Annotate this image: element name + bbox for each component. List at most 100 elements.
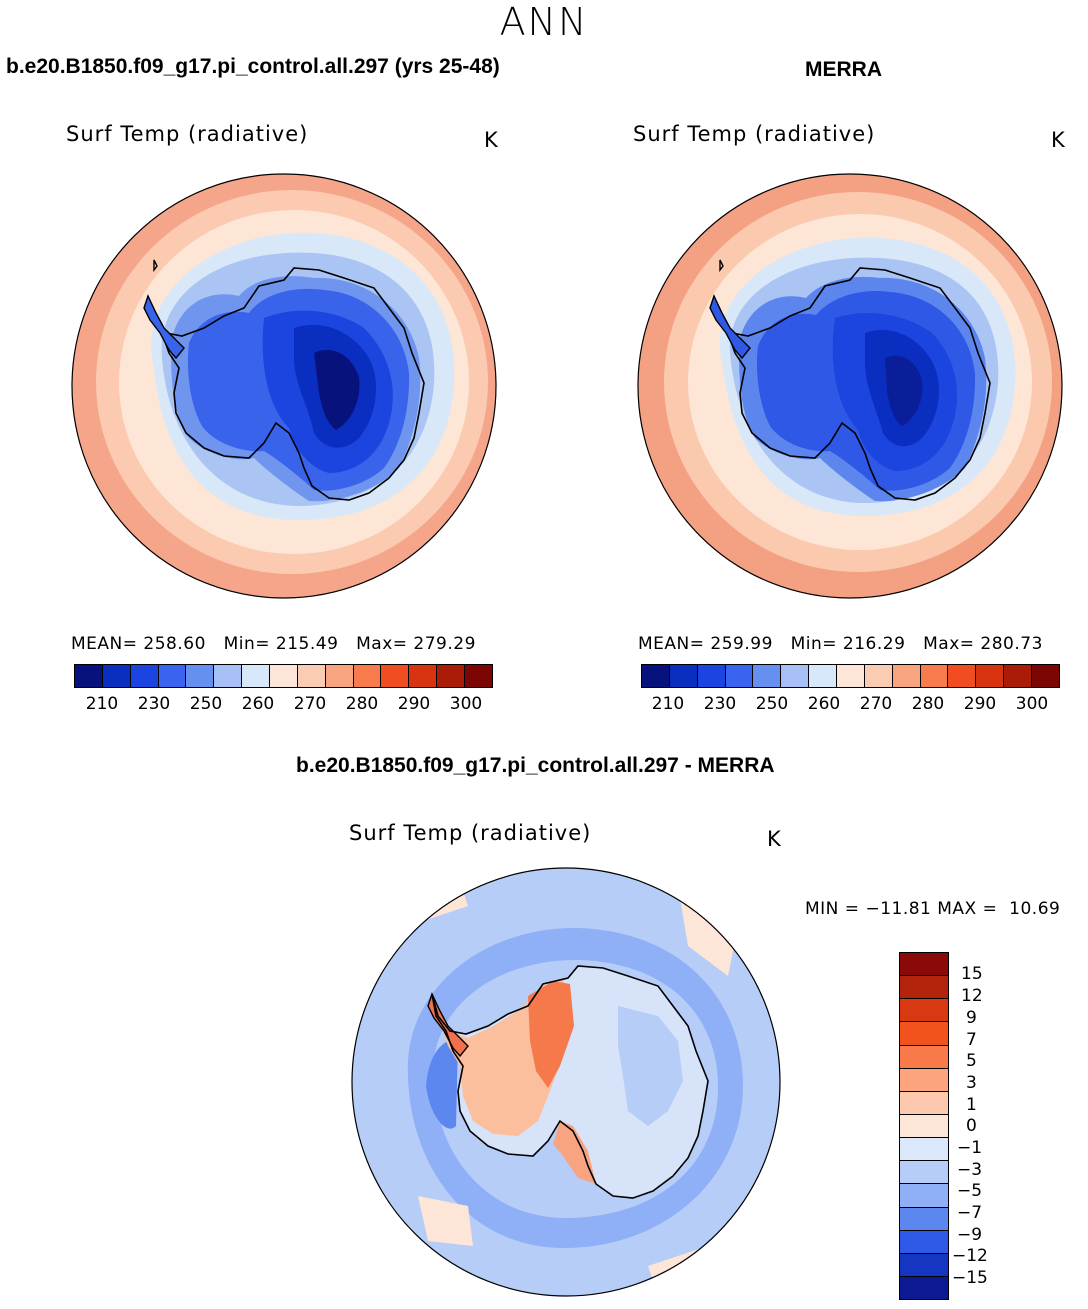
left-cbar-swatch bbox=[75, 665, 103, 687]
diff-coastline bbox=[431, 965, 709, 1199]
diff-cbar-tick: −12 bbox=[952, 1246, 988, 1266]
diff-warm-core bbox=[528, 981, 574, 1088]
main-title: ANN bbox=[499, 0, 589, 44]
left-cbar-tick: 260 bbox=[241, 694, 275, 714]
right-cbar-tick: 230 bbox=[703, 694, 737, 714]
left-cbar-swatch bbox=[437, 665, 466, 687]
left-cbar-swatch bbox=[325, 665, 354, 687]
left-cbar-swatch bbox=[381, 665, 410, 687]
diff-cbar-swatch bbox=[900, 1230, 948, 1254]
left-map-border bbox=[71, 173, 497, 599]
diff-cbar-tick: −9 bbox=[957, 1225, 983, 1245]
right-island bbox=[719, 259, 724, 273]
left-cbar-swatch bbox=[242, 665, 271, 687]
right-map-border bbox=[637, 173, 1063, 599]
left-island bbox=[153, 259, 158, 273]
diff-cbar-tick: 0 bbox=[966, 1116, 977, 1136]
diff-cool-east bbox=[618, 1006, 683, 1126]
diff-stats: MIN = −11.81 MAX = 10.69 bbox=[805, 899, 1061, 919]
right-cbar-swatch bbox=[976, 665, 1005, 687]
left-cbar-swatch bbox=[297, 665, 326, 687]
diff-patch-plus1-c bbox=[418, 1196, 473, 1246]
left-colorbar bbox=[74, 664, 493, 688]
left-case-title: b.e20.B1850.f09_g17.pi_control.all.297 (… bbox=[6, 55, 500, 78]
right-cbar-tick: 270 bbox=[859, 694, 893, 714]
right-cbar-swatch bbox=[753, 665, 782, 687]
left-cbar-swatch bbox=[409, 665, 438, 687]
right-cbar-swatch bbox=[1032, 665, 1059, 687]
right-cbar-tick: 260 bbox=[807, 694, 841, 714]
left-cbar-tick: 290 bbox=[397, 694, 431, 714]
diff-cbar-tick: 5 bbox=[966, 1051, 977, 1071]
right-stats: MEAN= 259.99 Min= 216.29 Max= 280.73 bbox=[638, 634, 1043, 654]
diff-units: K bbox=[767, 827, 781, 851]
right-polar-map bbox=[637, 173, 1063, 599]
diff-cbar-swatch bbox=[900, 953, 948, 977]
left-peninsula bbox=[143, 294, 185, 360]
left-polar-map bbox=[71, 173, 497, 599]
diff-cbar-swatch bbox=[900, 1253, 948, 1277]
right-cbar-swatch bbox=[948, 665, 977, 687]
diff-cbar-swatch bbox=[900, 1276, 948, 1300]
diff-peninsula-outline bbox=[427, 992, 469, 1058]
diff-cbar-swatch bbox=[900, 1184, 948, 1208]
diff-cbar-tick: −1 bbox=[957, 1138, 983, 1158]
diff-cbar-swatch bbox=[900, 1114, 948, 1139]
diff-cbar-swatch bbox=[900, 1161, 948, 1185]
diff-cbar-tick: −15 bbox=[952, 1268, 988, 1288]
right-band-210 bbox=[885, 355, 923, 426]
left-plot-title: Surf Temp (radiative) bbox=[66, 122, 309, 146]
left-cbar-swatch bbox=[158, 665, 187, 687]
right-cbar-swatch bbox=[781, 665, 810, 687]
left-cbar-swatch bbox=[465, 665, 492, 687]
left-cbar-tick: 280 bbox=[345, 694, 379, 714]
diff-cbar-swatch bbox=[900, 999, 948, 1023]
right-cbar-swatch bbox=[920, 665, 949, 687]
diff-cbar-swatch bbox=[900, 976, 948, 1000]
left-cbar-swatch bbox=[353, 665, 382, 687]
right-cbar-swatch bbox=[1004, 665, 1033, 687]
diff-peninsula-warm bbox=[428, 994, 468, 1056]
right-cbar-swatch bbox=[642, 665, 670, 687]
right-cbar-tick: 300 bbox=[1015, 694, 1049, 714]
diff-cbar-tick: 15 bbox=[961, 964, 983, 984]
diff-cbar-swatch bbox=[900, 1045, 948, 1069]
diff-map-border bbox=[351, 867, 781, 1297]
left-cbar-swatch bbox=[186, 665, 215, 687]
diff-cbar-swatch bbox=[900, 1091, 948, 1115]
diff-colorbar bbox=[899, 952, 949, 1300]
left-cbar-tick: 270 bbox=[293, 694, 327, 714]
diff-cbar-swatch bbox=[900, 1068, 948, 1092]
right-cbar-swatch bbox=[809, 665, 838, 687]
left-coastline bbox=[147, 267, 425, 501]
diff-cbar-tick: 3 bbox=[966, 1073, 977, 1093]
right-cbar-tick: 250 bbox=[755, 694, 789, 714]
diff-cbar-tick: 1 bbox=[966, 1095, 977, 1115]
diff-ring-minus7 bbox=[426, 1040, 458, 1129]
diff-cbar-tick: 7 bbox=[966, 1030, 977, 1050]
left-cbar-swatch bbox=[130, 665, 159, 687]
diff-case-title: b.e20.B1850.f09_g17.pi_control.all.297 -… bbox=[296, 754, 775, 777]
right-cbar-swatch bbox=[864, 665, 893, 687]
diff-cbar-tick: −7 bbox=[957, 1203, 983, 1223]
right-plot-title: Surf Temp (radiative) bbox=[633, 122, 876, 146]
diff-cbar-swatch bbox=[900, 1022, 948, 1046]
diff-cbar-tick: −5 bbox=[957, 1181, 983, 1201]
left-cbar-swatch bbox=[270, 665, 298, 687]
right-cbar-swatch bbox=[697, 665, 726, 687]
diff-cbar-tick: 12 bbox=[961, 986, 983, 1006]
right-cbar-tick: 280 bbox=[911, 694, 945, 714]
left-cbar-swatch bbox=[214, 665, 243, 687]
diff-cbar-tick: 9 bbox=[966, 1008, 977, 1028]
left-cbar-tick: 230 bbox=[137, 694, 171, 714]
left-band-210 bbox=[314, 349, 360, 430]
right-cbar-swatch bbox=[837, 665, 865, 687]
left-cbar-tick: 210 bbox=[85, 694, 119, 714]
right-peninsula bbox=[709, 294, 751, 360]
diff-cbar-swatch bbox=[900, 1138, 948, 1162]
right-cbar-swatch bbox=[892, 665, 921, 687]
right-cbar-tick: 210 bbox=[651, 694, 685, 714]
left-cbar-tick: 300 bbox=[449, 694, 483, 714]
right-coastline bbox=[713, 267, 991, 501]
right-cbar-tick: 290 bbox=[963, 694, 997, 714]
